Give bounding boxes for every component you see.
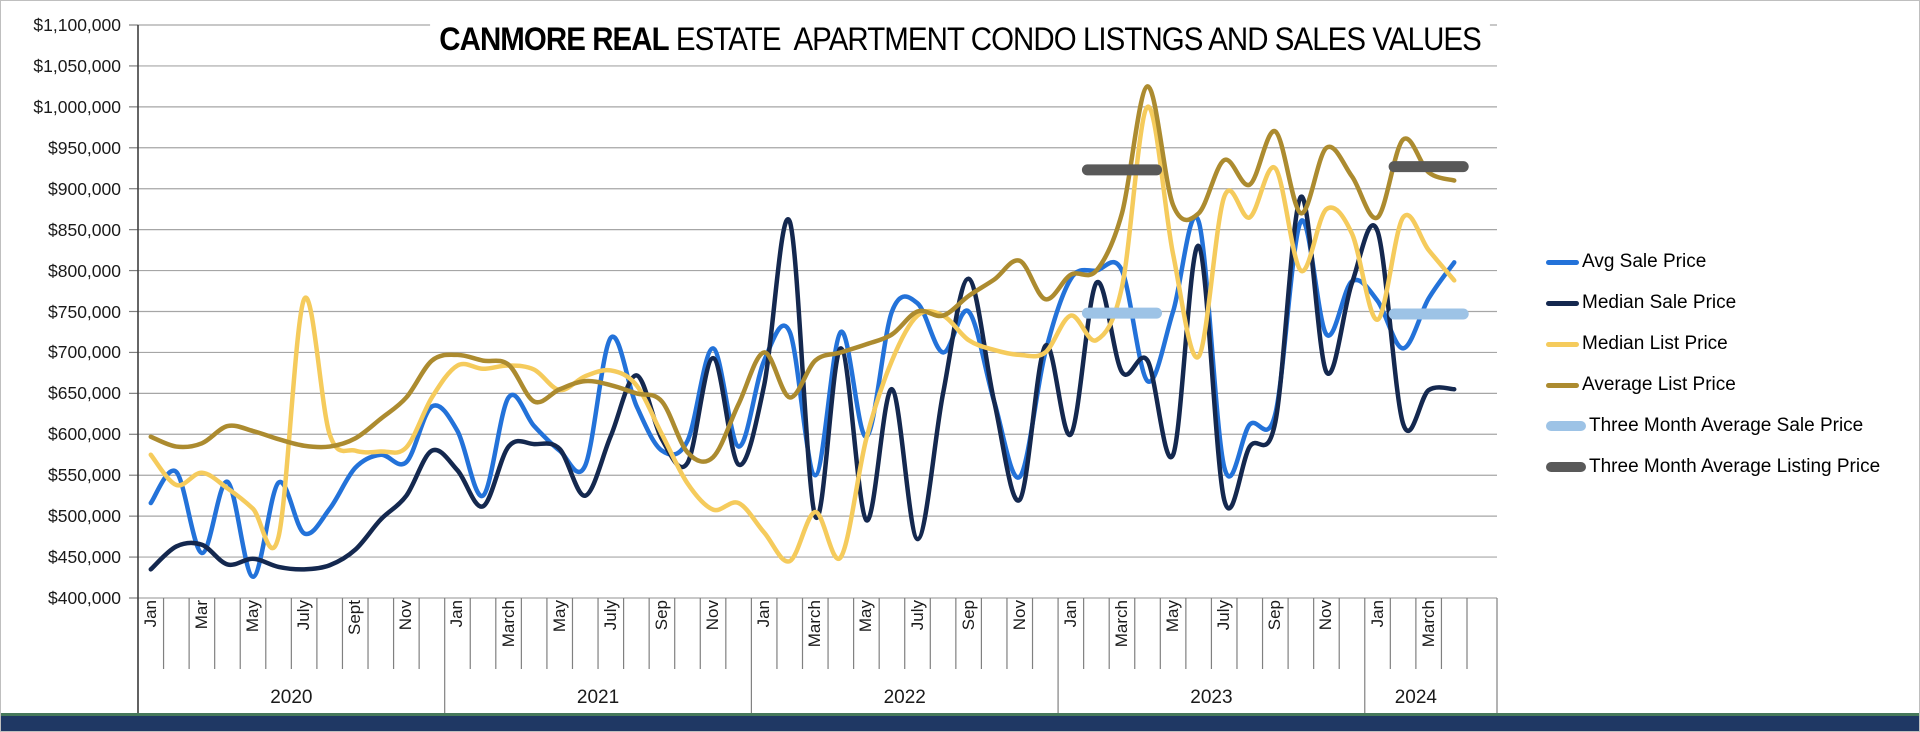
y-axis-label: $600,000 — [48, 424, 121, 445]
y-axis-label: $1,050,000 — [33, 55, 121, 76]
y-axis-label: $850,000 — [48, 219, 121, 240]
legend-swatch-icon — [1546, 259, 1579, 265]
x-axis-year-label: 2021 — [576, 687, 620, 708]
legend-label: Average List Price — [1582, 374, 1736, 395]
x-axis-year-label: 2023 — [1190, 687, 1233, 708]
x-axis-month-label: July — [1214, 600, 1234, 631]
legend-label: Three Month Average Sale Price — [1589, 415, 1864, 436]
legend-item-median-list-price: Median List Price — [1546, 334, 1728, 354]
legend-label: Median Sale Price — [1582, 292, 1737, 313]
bottom-window-strip — [1, 713, 1919, 731]
x-axis-year-label: 2024 — [1394, 687, 1438, 708]
legend-item-three-month-average-sale-price: Three Month Average Sale Price — [1546, 416, 1863, 436]
x-axis-year-label: 2022 — [883, 687, 926, 708]
line-average-list-price — [148, 84, 1457, 464]
x-axis-month-label: March — [805, 600, 825, 648]
x-axis-month-label: Nov — [396, 600, 416, 631]
legend-swatch-icon — [1546, 382, 1579, 388]
x-axis-month-label: Jan — [1367, 600, 1387, 628]
y-axis-label: $1,100,000 — [33, 15, 121, 35]
x-axis-month-label: Sep — [958, 600, 978, 631]
legend-swatch-icon — [1546, 421, 1586, 431]
x-axis-month-label: Nov — [1316, 600, 1336, 631]
legend-item-median-sale-price: Median Sale Price — [1546, 293, 1736, 313]
x-axis-month-label: July — [600, 600, 620, 631]
x-axis-month-label: Jan — [140, 600, 160, 628]
x-axis-month-label: July — [907, 600, 927, 631]
x-axis-month-label: March — [1418, 600, 1438, 648]
y-axis-label: $650,000 — [48, 383, 121, 404]
y-axis-label: $700,000 — [48, 342, 121, 363]
legend-label: Median List Price — [1582, 333, 1728, 354]
legend-item-avg-sale-price: Avg Sale Price — [1546, 252, 1706, 272]
x-axis-month-label: Nov — [703, 600, 723, 631]
x-axis-month-label: Jan — [1060, 600, 1080, 628]
x-axis-month-label: July — [294, 600, 314, 631]
x-axis-month-label: May — [243, 600, 262, 633]
line-median-sale-price — [148, 194, 1457, 572]
y-axis-label: $950,000 — [48, 137, 121, 158]
legend-item-three-month-average-listing-price: Three Month Average Listing Price — [1546, 457, 1880, 477]
x-axis-month-label: March — [1111, 600, 1131, 648]
legend-item-average-list-price: Average List Price — [1546, 375, 1736, 395]
legend-swatch-icon — [1546, 462, 1586, 472]
legend-label: Avg Sale Price — [1582, 251, 1707, 272]
y-axis-label: $800,000 — [48, 260, 121, 281]
x-axis-month-label: March — [498, 600, 518, 648]
x-axis-month-label: Sep — [651, 600, 671, 631]
x-axis-month-label: Jan — [447, 600, 467, 628]
x-axis-month-label: Jan — [754, 600, 774, 628]
legend-swatch-icon — [1546, 341, 1579, 347]
y-axis-label: $550,000 — [48, 465, 121, 486]
legend-label: Three Month Average Listing Price — [1589, 456, 1881, 477]
y-axis-label: $500,000 — [48, 506, 121, 527]
x-axis-month-label: Nov — [1009, 600, 1029, 631]
y-axis-label: $900,000 — [48, 178, 121, 199]
x-axis-month-label: May — [549, 600, 569, 633]
y-axis-label: $400,000 — [48, 588, 121, 608]
x-axis-month-label: Sep — [1265, 600, 1285, 631]
x-axis-month-label: Sept — [345, 600, 365, 635]
line-median-list-price — [148, 104, 1457, 564]
y-axis-label: $450,000 — [48, 547, 121, 568]
y-axis-label: $750,000 — [48, 301, 121, 322]
x-axis-year-label: 2020 — [270, 687, 313, 708]
y-axis-label: $1,000,000 — [33, 96, 121, 117]
line-avg-sale-price — [148, 214, 1457, 579]
legend-swatch-icon — [1546, 300, 1579, 306]
x-axis-month-label: Mar — [191, 600, 211, 630]
x-axis-month-label: May — [856, 600, 876, 633]
x-axis-month-label: May — [1163, 600, 1183, 633]
